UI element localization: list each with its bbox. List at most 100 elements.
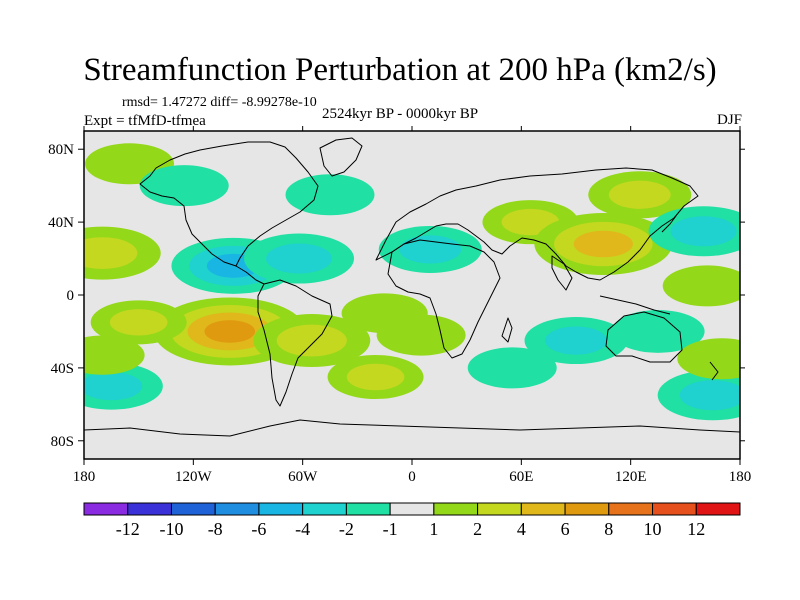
colorbar-label: 4	[517, 519, 526, 539]
colorbar-swatch	[520, 502, 566, 516]
colorbar-swatch	[477, 502, 522, 516]
colorbar-swatch	[652, 502, 697, 516]
anomaly-contour	[84, 372, 143, 401]
map-axes: 180 120W 60W 0 60E 120E 180 80N 40N 0 40S 80S	[48, 126, 751, 485]
x-tick-label: 120W	[175, 469, 213, 485]
anomaly-cell	[662, 265, 740, 307]
y-tick-label: 80S	[51, 434, 74, 450]
anomaly-contour	[608, 180, 671, 209]
anomaly-field	[84, 143, 740, 421]
colorbar-swatch	[258, 502, 304, 516]
anomaly-cell	[534, 212, 673, 275]
coastline-north-america	[139, 141, 319, 267]
colorbar-swatch	[83, 502, 129, 516]
anomaly-contour	[84, 237, 138, 269]
anomaly-cell	[253, 314, 371, 368]
colorbar-swatch	[127, 502, 172, 516]
anomaly-cell	[90, 300, 187, 345]
coastline-central-america	[235, 265, 265, 285]
coastline-japan	[661, 215, 677, 233]
x-tick-label: 180	[729, 469, 752, 485]
anomaly-cell	[285, 174, 375, 216]
colorbar-swatch	[170, 502, 216, 516]
anomaly-contour	[346, 363, 405, 391]
colorbar-label: 6	[561, 519, 570, 539]
colorbar-label: -2	[339, 519, 354, 539]
anomaly-cell	[84, 226, 161, 280]
anomaly-contour	[467, 347, 557, 389]
colorbar-label: 1	[429, 519, 438, 539]
colorbar-label: -12	[116, 519, 140, 539]
colorbar-label: -1	[383, 519, 398, 539]
coastline-maritime-continent	[599, 295, 671, 315]
anomaly-cell	[467, 347, 557, 389]
colorbar-swatch	[389, 502, 435, 516]
anomaly-contour	[545, 326, 607, 355]
colorbar-swatch	[345, 502, 391, 516]
coastline-eurasia	[375, 167, 699, 281]
colorbar-label: -8	[208, 519, 223, 539]
anomaly-contour	[573, 230, 633, 258]
anomaly-contour	[266, 243, 333, 274]
x-tick-label: 60E	[509, 469, 533, 485]
anomaly-cell	[378, 225, 482, 273]
experiment-label: Expt = tfMfD-tfmea	[84, 113, 206, 129]
colorbar-label: 10	[644, 519, 662, 539]
anomaly-contour	[84, 335, 145, 375]
anomaly-contour	[109, 309, 168, 336]
anomaly-cell	[244, 233, 355, 284]
coastline-greenland	[319, 137, 363, 177]
coastline-new-zealand	[709, 361, 719, 381]
colorbar-label: -10	[159, 519, 183, 539]
coastline-australia	[605, 311, 683, 363]
coastline-antarctica	[84, 419, 740, 437]
anomaly-contour	[376, 314, 466, 356]
anomaly-contour	[670, 216, 737, 247]
anomaly-cell	[376, 314, 466, 356]
season-label: DJF	[716, 112, 742, 128]
anomaly-contour	[204, 320, 256, 343]
colorbar-label: -6	[251, 519, 266, 539]
colorbar-swatch	[564, 502, 610, 516]
colorbar-label: -4	[295, 519, 310, 539]
coastline-south-america	[257, 279, 333, 407]
y-tick-label: 40S	[51, 361, 74, 377]
colorbar: -12 -10 -8 -6 -4 -2 -1 1 2 4 6 8 10 12	[83, 502, 741, 539]
y-tick-label: 0	[67, 288, 75, 304]
colorbar-swatch	[214, 502, 260, 516]
colorbar-swatch	[608, 502, 654, 516]
colorbar-label: 12	[687, 519, 705, 539]
anomaly-contour	[662, 265, 740, 307]
anomaly-contour	[276, 324, 347, 357]
colorbar-swatch	[433, 502, 479, 516]
stats-label: rmsd= 1.47272 diff= -8.99278e-10	[122, 95, 317, 110]
period-label: 2524kyr BP - 0000kyr BP	[322, 106, 479, 122]
anomaly-contour	[677, 338, 740, 380]
coastline-india	[551, 255, 573, 291]
anomaly-cell	[327, 355, 424, 399]
coastlines	[84, 137, 740, 437]
colorbar-label: 8	[604, 519, 613, 539]
anomaly-contour	[679, 380, 740, 411]
coastline-africa	[387, 239, 501, 359]
x-tick-label: 60W	[288, 469, 318, 485]
coastline-madagascar	[501, 317, 513, 343]
anomaly-contour	[399, 235, 462, 264]
anomaly-cell	[588, 171, 692, 219]
x-tick-label: 120E	[615, 469, 647, 485]
anomaly-cell	[84, 335, 145, 375]
anomaly-cell	[677, 338, 740, 380]
colorbar-swatch	[302, 502, 347, 516]
colorbar-label: 2	[473, 519, 482, 539]
anomaly-cell	[524, 317, 628, 365]
y-tick-label: 40N	[48, 215, 74, 231]
chart-title: Streamfunction Perturbation at 200 hPa (…	[83, 52, 717, 88]
x-tick-label: 0	[408, 469, 416, 485]
anomaly-cell	[657, 370, 740, 421]
anomaly-cell	[648, 206, 740, 257]
colorbar-swatch	[695, 502, 741, 516]
anomaly-contour	[285, 174, 375, 216]
y-tick-label: 80N	[48, 142, 74, 158]
x-tick-label: 180	[73, 469, 96, 485]
